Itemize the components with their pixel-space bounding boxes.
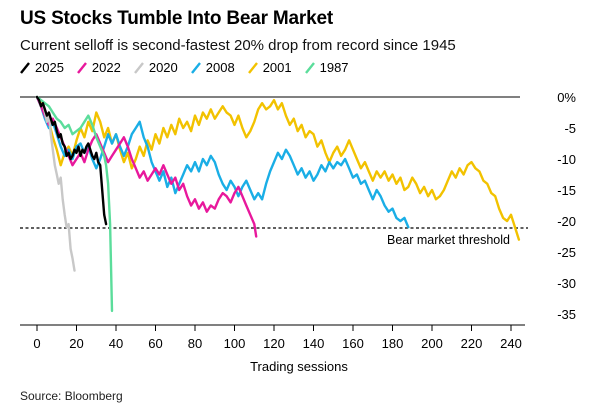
y-tick-label: -5 — [564, 121, 576, 136]
chart-legend: 2025 2022 2020 2008 2001 1987 — [20, 60, 362, 75]
x-tick-label: 220 — [461, 336, 483, 351]
legend-swatch — [133, 61, 144, 74]
x-tick-label: 0 — [33, 336, 40, 351]
legend-label: 2025 — [35, 60, 64, 75]
y-tick-label: -30 — [557, 276, 576, 291]
x-tick-label: 120 — [263, 336, 285, 351]
x-tick-label: 140 — [303, 336, 325, 351]
x-tick-label: 160 — [342, 336, 364, 351]
legend-item-2020: 2020 — [133, 60, 178, 75]
source-note: Source: Bloomberg — [20, 389, 123, 403]
x-tick-label: 60 — [148, 336, 162, 351]
x-tick-label: 180 — [382, 336, 404, 351]
legend-swatch — [190, 61, 201, 74]
legend-item-1987: 1987 — [304, 60, 349, 75]
y-tick-label: -35 — [557, 307, 576, 322]
legend-label: 1987 — [319, 60, 349, 75]
x-tick-label: 200 — [421, 336, 443, 351]
threshold-label: Bear market threshold — [387, 233, 510, 247]
legend-label: 2022 — [91, 60, 121, 75]
y-tick-label: -15 — [557, 183, 576, 198]
legend-label: 2008 — [205, 60, 235, 75]
legend-label: 2001 — [262, 60, 292, 75]
x-tick-label: 80 — [188, 336, 202, 351]
y-tick-label: -20 — [557, 214, 576, 229]
series-line-2022 — [35, 95, 258, 238]
chart-tick-labels: 0 20 40 60 80 100 120 140 160 180 200 220 240 0% -5 -10… — [33, 90, 576, 374]
legend-item-2001: 2001 — [247, 60, 292, 75]
y-tick-label: -10 — [557, 152, 576, 167]
series-line-2025 — [35, 95, 108, 226]
legend-label: 2020 — [148, 60, 178, 75]
legend-swatch — [76, 61, 87, 74]
legend-item-2022: 2022 — [76, 60, 121, 75]
legend-swatch — [247, 61, 258, 74]
x-tick-label: 20 — [69, 336, 83, 351]
legend-swatch — [304, 61, 315, 74]
y-tick-label: 0% — [557, 90, 576, 105]
chart-axes — [20, 96, 525, 331]
series-line-1987 — [35, 95, 114, 313]
legend-item-2025: 2025 — [20, 60, 64, 75]
legend-swatch — [20, 61, 30, 74]
chart-series-lines: Bear market threshold — [35, 95, 521, 313]
x-axis-title: Trading sessions — [250, 359, 348, 374]
x-tick-label: 40 — [109, 336, 123, 351]
legend-item-2008: 2008 — [190, 60, 235, 75]
x-tick-label: 240 — [500, 336, 522, 351]
x-tick-label: 100 — [224, 336, 246, 351]
y-tick-label: -25 — [557, 245, 576, 260]
chart-title: US Stocks Tumble Into Bear Market — [20, 8, 333, 29]
chart-subtitle: Current selloff is second-fastest 20% dr… — [20, 37, 456, 54]
series-line-2008 — [35, 95, 410, 229]
